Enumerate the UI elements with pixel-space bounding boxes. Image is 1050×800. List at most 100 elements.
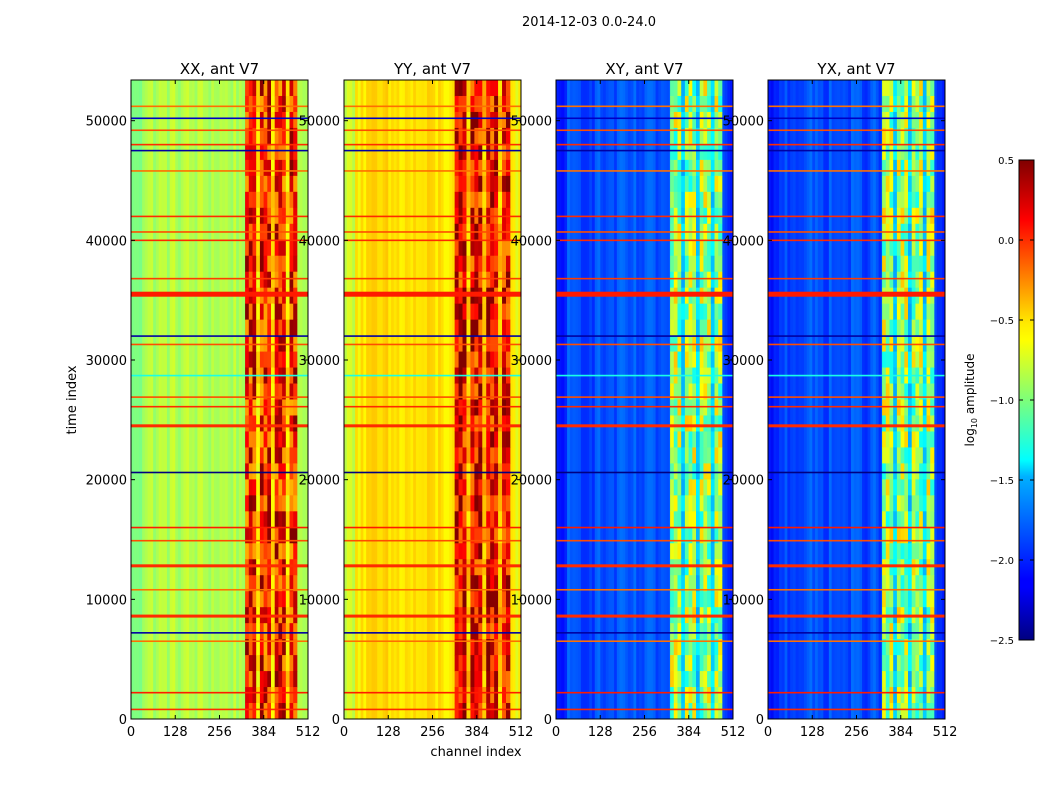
rfi-band-cell — [502, 559, 507, 576]
rfi-band-cell — [882, 543, 887, 560]
heatmap-panel: YX, ant V70 128 256 384 51201000020000300004… — [723, 60, 958, 740]
rfi-band-cell — [893, 479, 898, 496]
rfi-band-cell — [915, 559, 920, 576]
rfi-band-cell — [289, 80, 294, 97]
rfi-band-cell — [684, 671, 689, 688]
rfi-band-cell — [908, 239, 913, 257]
rfi-band-cell — [677, 543, 682, 560]
rfi-band-cell — [490, 655, 495, 672]
rfi-band-cell — [494, 623, 499, 640]
x-tick-label: 0 — [764, 725, 772, 740]
channel-stripe — [379, 80, 384, 719]
channel-stripe — [636, 80, 640, 719]
rfi-band-cell — [882, 479, 887, 496]
rfi-band-cell — [248, 127, 253, 145]
rfi-band-cell — [263, 687, 268, 704]
rfi-band-cell — [896, 623, 901, 640]
rfi-band-cell — [714, 255, 719, 273]
flagged-row — [768, 396, 945, 398]
rfi-band-cell — [245, 191, 250, 209]
rfi-band-cell — [256, 111, 261, 129]
rfi-band-cell — [707, 319, 712, 337]
rfi-band-cell — [278, 351, 283, 368]
rfi-band-cell — [454, 271, 459, 289]
rfi-band-cell — [904, 575, 909, 592]
rfi-band-cell — [670, 463, 675, 480]
rfi-band-cell — [505, 95, 511, 113]
flagged-row — [344, 231, 521, 233]
rfi-band-cell — [256, 303, 261, 321]
rfi-band-cell — [904, 447, 909, 464]
rfi-band-cell — [922, 575, 927, 592]
rfi-band-cell — [490, 591, 495, 608]
rfi-band-cell — [458, 431, 463, 448]
rfi-band-cell — [673, 591, 678, 608]
rfi-band-cell — [922, 479, 927, 496]
rfi-band-cell — [486, 479, 491, 496]
rfi-band-cell — [278, 447, 283, 464]
rfi-band-cell — [900, 623, 905, 640]
x-tick-label: 256 — [207, 725, 232, 740]
rfi-band-cell — [466, 527, 471, 544]
rfi-band-cell — [482, 159, 487, 177]
rfi-band-cell — [466, 319, 471, 337]
rfi-band-cell — [494, 255, 499, 273]
rfi-band-cell — [919, 351, 924, 368]
rfi-band-cell — [926, 415, 931, 432]
rfi-band-cell — [677, 463, 682, 480]
rfi-band-cell — [490, 143, 495, 161]
rfi-band-cell — [505, 559, 511, 576]
rfi-band-cell — [684, 623, 689, 640]
rfi-band-cell — [699, 159, 704, 177]
channel-stripe — [859, 80, 863, 719]
rfi-band-cell — [248, 559, 253, 576]
rfi-band-cell — [670, 495, 675, 512]
rfi-band-cell — [282, 319, 287, 337]
channel-stripe — [172, 80, 176, 719]
rfi-band-cell — [454, 399, 459, 416]
rfi-band-cell — [692, 431, 697, 448]
rfi-band-cell — [278, 543, 283, 560]
rfi-band-cell — [684, 351, 689, 368]
rfi-band-cell — [282, 159, 287, 177]
rfi-band-cell — [911, 399, 916, 416]
rfi-band-cell — [896, 495, 901, 512]
rfi-band-cell — [703, 111, 708, 129]
rfi-band-cell — [289, 175, 294, 193]
rfi-band-cell — [926, 623, 931, 640]
rfi-band-cell — [703, 431, 708, 448]
rfi-band-cell — [470, 479, 475, 496]
rfi-band-cell — [692, 239, 697, 257]
rfi-band-cell — [263, 255, 268, 273]
rfi-band-cell — [882, 399, 887, 416]
rfi-band-cell — [681, 447, 686, 464]
rfi-band-cell — [454, 159, 459, 177]
rfi-band-cell — [908, 431, 913, 448]
rfi-band-cell — [922, 319, 927, 337]
rfi-band-cell — [282, 463, 287, 480]
rfi-band-cell — [710, 319, 715, 337]
heatmap-panel: XX, ant V70 128 256 384 51201000020000300004… — [86, 60, 321, 740]
rfi-band-cell — [885, 431, 890, 448]
rfi-band-cell — [904, 639, 909, 656]
rfi-band-cell — [926, 495, 931, 512]
rfi-band-cell — [681, 527, 686, 544]
rfi-band-cell — [710, 143, 715, 161]
rfi-band-cell — [458, 143, 463, 161]
rfi-band-cell — [486, 159, 491, 177]
rfi-band-cell — [274, 111, 279, 129]
rfi-band-cell — [893, 175, 898, 193]
rfi-band-cell — [466, 127, 471, 145]
rfi-band-cell — [688, 479, 693, 496]
rfi-band-cell — [718, 159, 723, 177]
rfi-band-cell — [893, 463, 898, 480]
flagged-row — [768, 143, 945, 146]
rfi-band-cell — [688, 271, 693, 289]
channel-stripe — [191, 80, 195, 719]
rfi-band-cell — [458, 127, 463, 145]
rfi-band-cell — [498, 175, 503, 193]
rfi-band-cell — [889, 159, 894, 177]
rfi-band-cell — [285, 431, 290, 448]
rfi-band-cell — [911, 527, 916, 544]
rfi-band-cell — [692, 447, 697, 464]
